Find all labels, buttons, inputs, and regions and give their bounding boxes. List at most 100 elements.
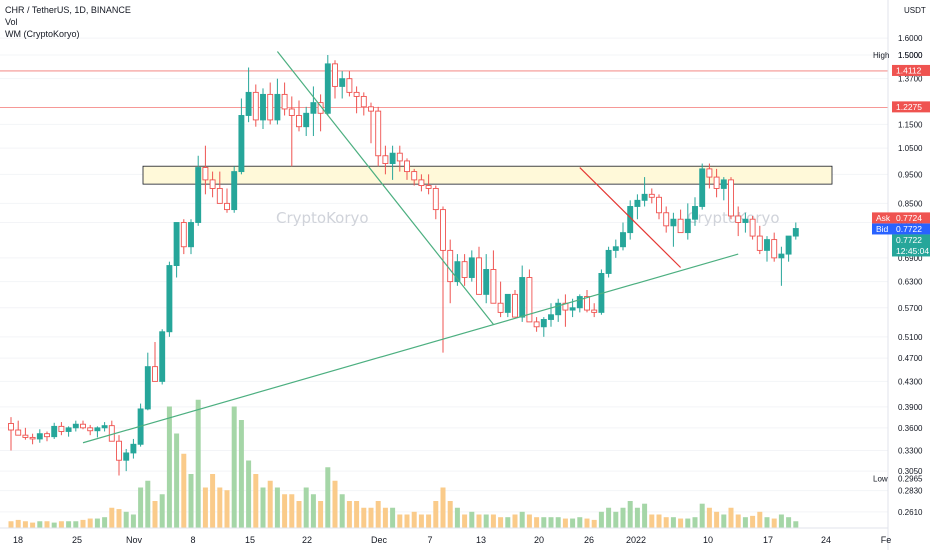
candle [252, 84, 259, 127]
volume-bar [541, 517, 547, 528]
candle [209, 171, 216, 198]
candle-body [454, 261, 461, 283]
volume-bar [490, 514, 496, 528]
watermark-indicator-label[interactable]: WM (CryptoKoryo) [5, 29, 80, 39]
volume-bar [217, 487, 223, 528]
candle [375, 106, 382, 167]
candle [519, 265, 526, 322]
volume-bar [346, 501, 352, 528]
resistance-2-value: 1.2275 [896, 102, 922, 112]
resistance-1-tag [892, 64, 930, 76]
volume-bar [73, 521, 79, 528]
candle-body [188, 222, 194, 248]
candle [173, 222, 180, 278]
candle-body [425, 185, 432, 189]
candle-body [771, 239, 778, 259]
volume-indicator-label[interactable]: Vol [5, 17, 18, 27]
candle-body [540, 319, 547, 328]
candle-body [310, 102, 317, 114]
candle [108, 420, 115, 442]
volume-bar [526, 514, 532, 528]
candle-body [245, 91, 252, 116]
candle [216, 171, 223, 204]
ask-tag [892, 212, 930, 224]
price-tick-label: 0.2610 [898, 508, 923, 517]
volume-bar [591, 519, 597, 528]
candle [368, 102, 374, 144]
candle-body [519, 277, 526, 318]
candle-body [332, 63, 338, 87]
candle [526, 269, 533, 323]
candle-body [656, 196, 662, 214]
candle-body [123, 452, 130, 461]
candle-body [231, 171, 238, 211]
candle [267, 82, 274, 125]
currency-label: USDT [904, 6, 926, 15]
candle [324, 55, 331, 116]
volume-bar [706, 507, 712, 528]
last-countdown: 12:45:04 [896, 246, 929, 256]
candle [360, 92, 367, 116]
volume-bar [15, 519, 21, 528]
candle-body [80, 423, 86, 429]
volume-bar [195, 399, 201, 528]
candle [202, 145, 209, 195]
candle [159, 329, 166, 385]
volume-bar [663, 517, 669, 528]
volume-bar [404, 514, 410, 528]
candle-body [274, 93, 281, 121]
candle [778, 246, 785, 286]
candle [411, 168, 418, 186]
candle-body [396, 152, 403, 162]
volume-bar [454, 507, 460, 528]
volume-bar [555, 517, 561, 528]
high-label: High [873, 51, 889, 60]
symbol-title[interactable]: CHR / TetherUS, 1D, BINANCE [5, 5, 131, 15]
candle [224, 188, 230, 213]
volume-bar [310, 494, 316, 528]
candle-body [728, 179, 734, 217]
volume-bar [8, 521, 14, 528]
candle-body [548, 314, 554, 320]
volume-bar [166, 406, 172, 528]
candle [677, 209, 684, 234]
supply-zone-box [142, 165, 833, 185]
candle-body [303, 112, 310, 128]
volume-bar [303, 487, 309, 528]
candle-body [267, 93, 274, 121]
candle-body [152, 366, 158, 382]
candle [288, 96, 295, 167]
candle-body [504, 293, 511, 313]
volume-bar [80, 519, 86, 528]
trendlines [82, 51, 739, 444]
candle [418, 174, 425, 192]
candle-body [605, 249, 612, 274]
volume-bar [764, 517, 770, 528]
time-tick-label: 18 [13, 535, 23, 545]
volume-bar [426, 514, 432, 528]
low-label: Low [873, 475, 888, 484]
short-downtrend [579, 167, 682, 268]
supply-zone [142, 165, 833, 185]
price-tick-label: 1.3700 [898, 75, 923, 84]
candle-body [497, 302, 504, 313]
price-tick-label: 0.3300 [898, 447, 923, 456]
candle-body [512, 293, 518, 318]
candle [670, 212, 677, 247]
candle [605, 246, 612, 278]
low-value: 0.2965 [898, 475, 923, 484]
candle-body [533, 321, 540, 328]
price-tick-label: 1.6000 [898, 34, 923, 43]
volume-bar [714, 511, 720, 528]
candle [87, 424, 94, 436]
candle-body [72, 423, 79, 429]
candle [166, 261, 173, 337]
time-tick-label: 13 [476, 535, 486, 545]
price-tick-label: 1.5000 [898, 51, 923, 60]
price-tick-label: 0.6300 [898, 278, 923, 287]
volume-bar [742, 517, 748, 528]
candle [735, 206, 742, 237]
price-tick-label: 1.0500 [898, 144, 923, 153]
candle [404, 158, 410, 180]
